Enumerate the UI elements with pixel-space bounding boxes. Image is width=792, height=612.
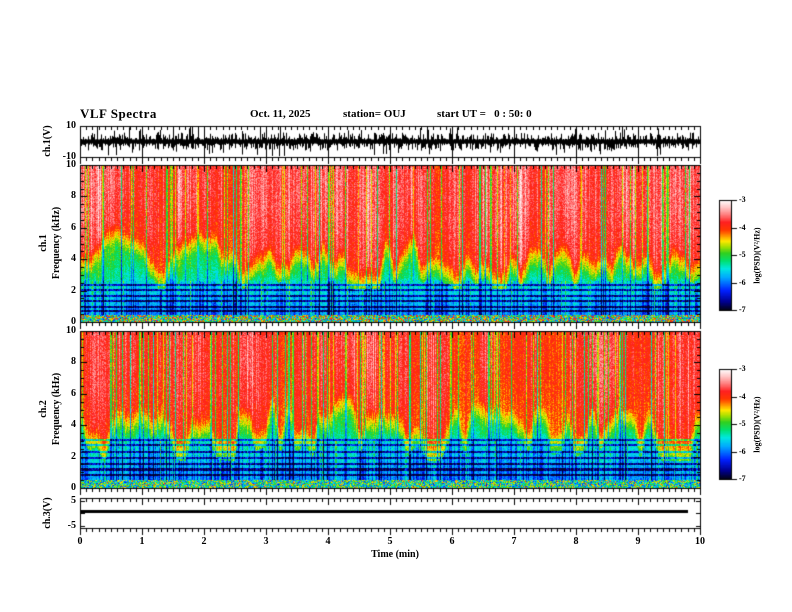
spec1-ytick-label: 6 xyxy=(71,221,76,233)
x-tick-label: 1 xyxy=(139,536,145,547)
colorbar2-tick-label: -5 xyxy=(739,419,746,428)
spec1-ytick-label: 2 xyxy=(71,284,76,296)
colorbar1-tick-label: -6 xyxy=(739,277,746,287)
spec2-ytick-label: 6 xyxy=(71,387,76,399)
spec2-ytick-label: 8 xyxy=(71,356,76,368)
x-tick-label: 2 xyxy=(201,536,207,547)
x-tick-label: 7 xyxy=(511,536,517,547)
x-tick-label: 3 xyxy=(263,536,269,547)
x-tick-label: 5 xyxy=(387,536,393,547)
colorbar1-title: log(PSD)(V²/Hz) xyxy=(752,227,762,284)
ch1-ytick-label: 10 xyxy=(66,120,76,131)
colorbar1-tick-label: -5 xyxy=(739,250,746,259)
spec1-ytick-label: 8 xyxy=(71,190,76,202)
ch3-ytick-label: 5 xyxy=(71,494,76,506)
header-start-ut: start UT = 0 : 50: 0 xyxy=(437,108,532,120)
colorbar2-tick-label: -4 xyxy=(739,391,746,401)
x-tick-label: 9 xyxy=(635,536,641,547)
spec1-ytick-label: 0 xyxy=(71,316,76,327)
page-title: VLF Spectra xyxy=(80,106,157,121)
header-station: station= OUJ xyxy=(343,108,406,120)
colorbar2-tick-label: -7 xyxy=(739,474,746,483)
colorbar1-tick-label: -7 xyxy=(739,305,746,314)
header-date: Oct. 11, 2025 xyxy=(250,108,311,120)
colorbar2-tick-label: -3 xyxy=(739,364,746,373)
spec2-ytick-label: 0 xyxy=(71,482,76,493)
colorbar1-tick-label: -3 xyxy=(739,195,746,204)
spec2-ytick-label: 4 xyxy=(71,419,76,431)
ch3-ytick-label: -5 xyxy=(67,519,76,531)
x-tick-label: 6 xyxy=(449,536,455,547)
ch1-ytick-label: -10 xyxy=(62,151,76,162)
spec1-ytick-label: 4 xyxy=(71,253,76,265)
time-axis-label: Time (min) xyxy=(371,549,419,560)
ch3-wave-ylabel: ch.3(V) xyxy=(42,497,53,529)
x-tick-label: 10 xyxy=(695,536,705,547)
colorbar2-title: log(PSD)(V²/Hz) xyxy=(752,396,762,453)
colorbar1-tick-label: -4 xyxy=(739,222,746,232)
colorbar2-tick-label: -6 xyxy=(739,446,746,456)
spec2-ytick-label: 2 xyxy=(71,450,76,462)
spec1-ytick-label: 10 xyxy=(66,159,76,170)
x-tick-label: 8 xyxy=(573,536,579,547)
spec2-ytick-label: 10 xyxy=(66,325,76,336)
x-tick-label: 4 xyxy=(325,536,331,547)
x-tick-label: 0 xyxy=(77,536,83,547)
